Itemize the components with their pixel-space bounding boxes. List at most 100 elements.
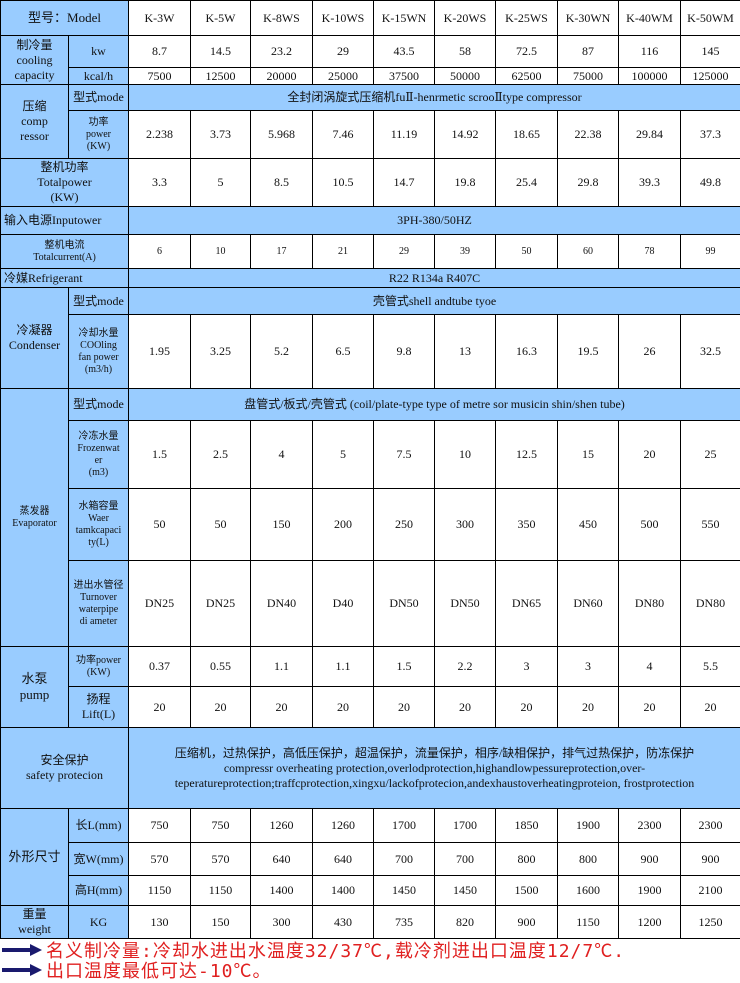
model-name: K-15WN xyxy=(374,1,435,36)
pump-power-value: 3 xyxy=(496,647,558,687)
total-current-value: 39 xyxy=(435,235,496,269)
pump-lift-value: 20 xyxy=(681,687,740,728)
tank-capacity-value: 250 xyxy=(374,489,435,561)
height-value: 2100 xyxy=(681,876,740,906)
arrow-right-icon xyxy=(0,943,44,957)
compressor-power-value: 22.38 xyxy=(558,111,619,159)
width-value: 640 xyxy=(313,843,374,876)
dimensions-label: 外形尺寸 xyxy=(1,809,69,906)
frozen-water-value: 7.5 xyxy=(374,421,435,489)
compressor-power-value: 2.238 xyxy=(129,111,191,159)
pipe-diameter-value: DN80 xyxy=(619,561,681,647)
model-name: K-8WS xyxy=(251,1,313,36)
length-value: 750 xyxy=(129,809,191,843)
frozen-water-value: 15 xyxy=(558,421,619,489)
cooling-kw-value: 58 xyxy=(435,36,496,68)
length-value: 1700 xyxy=(435,809,496,843)
length-value: 2300 xyxy=(681,809,740,843)
width-value: 700 xyxy=(435,843,496,876)
model-name: K-30WN xyxy=(558,1,619,36)
notes: 名义制冷量:冷却水进出水温度32/37℃,载冷剂进出口温度12/7℃. 出口温度… xyxy=(0,940,740,980)
total-power-value: 39.3 xyxy=(619,159,681,207)
weight-label: 重量 weight xyxy=(1,906,69,939)
width-value: 800 xyxy=(496,843,558,876)
weight-value: 430 xyxy=(313,906,374,939)
model-name: K-25WS xyxy=(496,1,558,36)
cooling-kcal-value: 50000 xyxy=(435,68,496,85)
height-value: 1400 xyxy=(251,876,313,906)
pipe-diameter-value: D40 xyxy=(313,561,374,647)
weight-value: 130 xyxy=(129,906,191,939)
model-name: K-5W xyxy=(191,1,251,36)
weight-value: 1250 xyxy=(681,906,740,939)
cooling-kcal-value: 20000 xyxy=(251,68,313,85)
pipe-diameter-value: DN80 xyxy=(681,561,740,647)
total-power-value: 3.3 xyxy=(129,159,191,207)
cooling-kcal-value: 100000 xyxy=(619,68,681,85)
length-value: 2300 xyxy=(619,809,681,843)
cooling-kcal-value: 7500 xyxy=(129,68,191,85)
cooling-kcal-value: 12500 xyxy=(191,68,251,85)
total-power-value: 5 xyxy=(191,159,251,207)
compressor-power-value: 5.968 xyxy=(251,111,313,159)
tank-capacity-value: 450 xyxy=(558,489,619,561)
length-value: 1700 xyxy=(374,809,435,843)
refrigerant-label: 冷媒Refrigerant xyxy=(1,269,129,288)
compressor-power-value: 11.19 xyxy=(374,111,435,159)
pump-power-value: 2.2 xyxy=(435,647,496,687)
pump-lift-value: 20 xyxy=(374,687,435,728)
width-value: 570 xyxy=(191,843,251,876)
height-value: 1400 xyxy=(313,876,374,906)
total-power-value: 49.8 xyxy=(681,159,740,207)
condenser-water-value: 26 xyxy=(619,315,681,389)
height-value: 1150 xyxy=(129,876,191,906)
pump-lift-value: 20 xyxy=(313,687,374,728)
pump-power-value: 3 xyxy=(558,647,619,687)
pump-lift-value: 20 xyxy=(619,687,681,728)
pump-lift-value: 20 xyxy=(129,687,191,728)
total-current-value: 10 xyxy=(191,235,251,269)
weight-value: 820 xyxy=(435,906,496,939)
cooling-kw-value: 145 xyxy=(681,36,740,68)
pump-lift-value: 20 xyxy=(251,687,313,728)
cooling-kw-value: 23.2 xyxy=(251,36,313,68)
pipe-diameter-value: DN40 xyxy=(251,561,313,647)
weight-value: 735 xyxy=(374,906,435,939)
cooling-kcal-value: 62500 xyxy=(496,68,558,85)
total-power-value: 25.4 xyxy=(496,159,558,207)
tank-capacity-label: 水箱容量 Waer tamkcapaci ty(L) xyxy=(69,489,129,561)
model-name: K-50WM xyxy=(681,1,740,36)
pump-power-value: 4 xyxy=(619,647,681,687)
weight-value: 150 xyxy=(191,906,251,939)
frozen-water-value: 10 xyxy=(435,421,496,489)
cooling-kw-value: 14.5 xyxy=(191,36,251,68)
pump-lift-value: 20 xyxy=(435,687,496,728)
total-current-value: 6 xyxy=(129,235,191,269)
pipe-diameter-value: DN25 xyxy=(129,561,191,647)
height-value: 1450 xyxy=(435,876,496,906)
height-value: 1500 xyxy=(496,876,558,906)
pump-lift-value: 20 xyxy=(496,687,558,728)
frozen-water-value: 2.5 xyxy=(191,421,251,489)
condenser-water-value: 16.3 xyxy=(496,315,558,389)
compressor-power-value: 37.3 xyxy=(681,111,740,159)
compressor-power-value: 18.65 xyxy=(496,111,558,159)
safety-value: 压缩机，过热保护，高低压保护，超温保护，流量保护，相序/缺相保护，排气过热保护，… xyxy=(129,728,740,809)
pipe-diameter-value: DN60 xyxy=(558,561,619,647)
weight-value: 1200 xyxy=(619,906,681,939)
total-current-value: 99 xyxy=(681,235,740,269)
tank-capacity-value: 350 xyxy=(496,489,558,561)
compressor-power-label: 功率 power (KW) xyxy=(69,111,129,159)
tank-capacity-value: 500 xyxy=(619,489,681,561)
frozen-water-value: 20 xyxy=(619,421,681,489)
